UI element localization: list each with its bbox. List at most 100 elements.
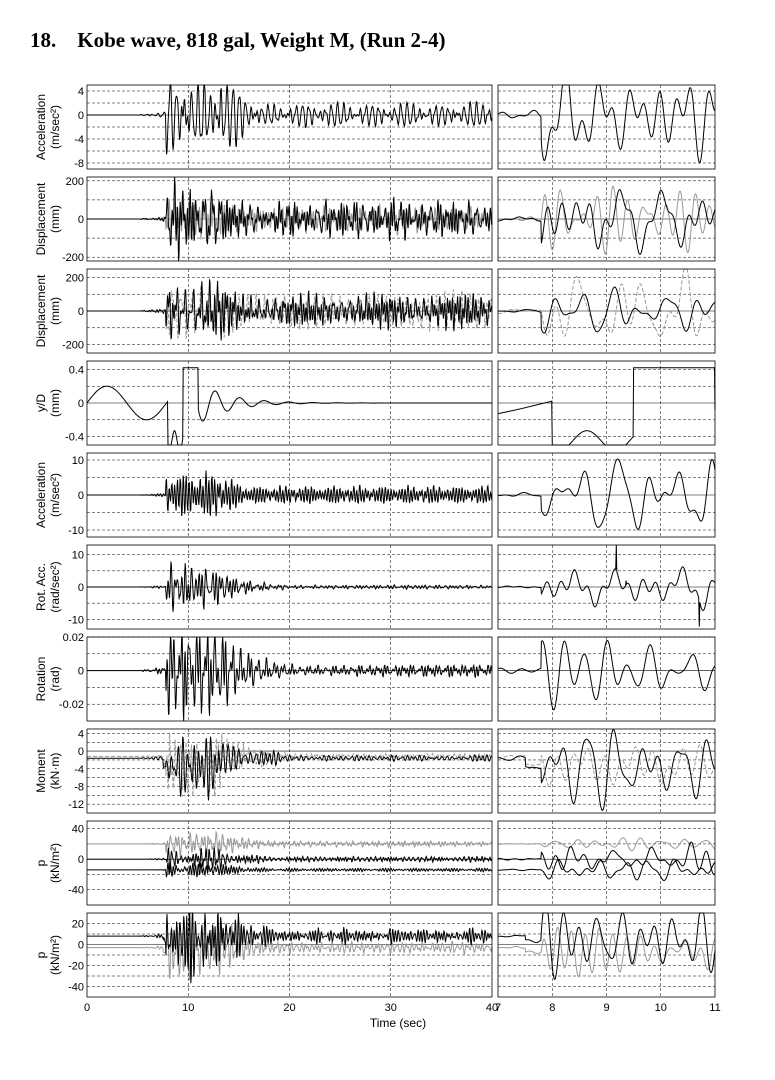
panel-frame [86,728,493,814]
series-line [87,470,493,517]
panel-frame [497,452,716,538]
y-tick-label: -40 [68,885,84,897]
x-tick-label: 8 [549,1002,555,1014]
panel-9-right [497,820,716,906]
y-tick-label: -4 [74,764,84,776]
y-tick-label: -10 [68,614,84,626]
x-tick-label: 7 [495,1002,501,1014]
y-tick-label: 0 [78,746,84,758]
x-tick-label: 30 [385,1002,397,1014]
y-tick-label: 40 [72,824,84,836]
panel-6-left [86,544,493,630]
y-axis-label: (mm) [48,297,62,325]
x-tick-label: 10 [655,1002,667,1014]
series-line [497,189,716,255]
panel-7-right [497,636,716,722]
y-tick-label: 4 [78,728,84,740]
panel-frame [86,176,493,262]
y-tick-label: 0 [78,854,84,866]
panel-frame [86,544,493,630]
y-tick-label: 10 [72,455,84,467]
panel-frame [86,84,493,170]
y-axis-label: Displacement [34,182,48,255]
panel-10-right [497,912,716,998]
series-line [498,841,716,875]
series-line [87,847,493,874]
series-line [87,83,493,155]
series-line [497,458,716,530]
y-tick-label: -200 [62,340,84,352]
panel-2-left [86,176,493,262]
panel-frame [497,636,716,722]
y-tick-label: 0 [78,214,84,226]
panel-frame [86,912,493,998]
series-line [86,367,492,446]
y-axis-label: Acceleration [34,94,48,160]
y-axis-label: y/D [34,394,48,412]
series-line [498,837,716,852]
series-line [498,544,716,627]
y-axis-label: (kN/m²) [48,843,62,883]
panel-5-right [497,452,716,538]
series-line [87,830,493,858]
series-line [87,561,492,612]
y-axis-label: (kN/m²) [48,935,62,975]
y-tick-label: 0 [78,940,84,952]
panel-frame [497,912,716,998]
y-axis-label: (rad/sec²) [48,561,62,612]
panel-frame [497,268,716,354]
panel-frame [497,176,716,262]
y-tick-label: -10 [68,525,84,537]
series-line [87,176,493,262]
y-tick-label: 0 [78,666,84,678]
y-axis-label: Displacement [34,274,48,347]
y-tick-label: 0 [78,490,84,502]
y-tick-label: 200 [66,176,84,188]
y-tick-label: -8 [74,158,84,170]
panel-3-right [497,268,716,354]
panel-frame [497,84,716,170]
x-tick-label: 9 [603,1002,609,1014]
y-tick-label: 20 [72,919,84,931]
y-axis-label: p [34,951,48,958]
panel-frame [86,360,493,446]
panel-frame [497,544,716,630]
y-tick-label: 0 [78,110,84,122]
y-axis-label: (m/sec²) [48,473,62,517]
x-tick-label: 40 [486,1002,498,1014]
panel-frame [86,452,493,538]
panel-3-left [86,268,493,354]
y-tick-label: 0 [78,306,84,318]
x-axis-label: Time (sec) [370,1016,426,1030]
series-line [87,736,493,801]
page-title: 18. Kobe wave, 818 gal, Weight M, (Run 2… [30,28,446,52]
y-tick-label: 0 [78,582,84,594]
panel-frame [86,268,493,354]
panel-4-right [497,360,716,446]
y-axis-label: Rot. Acc. [34,563,48,611]
panel-1-left [86,83,493,170]
panel-frame [86,820,493,906]
y-axis-label: (kN·m) [48,753,62,790]
y-tick-label: -0.4 [65,432,84,444]
series-line [87,279,493,341]
panel-7-left [86,636,493,722]
panel-frame [497,360,716,446]
x-tick-label: 10 [182,1002,194,1014]
series-line [498,912,716,980]
y-axis-label: (mm) [48,205,62,233]
panel-2-right [497,176,716,262]
y-tick-label: -0.02 [59,699,84,711]
panel-10-left [86,912,493,998]
y-tick-label: 0.4 [69,364,84,376]
series-line [497,744,716,787]
y-tick-label: -8 [74,781,84,793]
y-tick-label: 200 [66,272,84,284]
y-axis-label: Rotation [34,657,48,702]
x-tick-label: 11 [709,1002,720,1014]
y-tick-label: 0.02 [63,632,84,644]
y-axis-label: (m/sec²) [48,105,62,149]
series-line [497,640,716,711]
panel-4-left [86,360,493,446]
y-tick-label: -12 [68,799,84,811]
